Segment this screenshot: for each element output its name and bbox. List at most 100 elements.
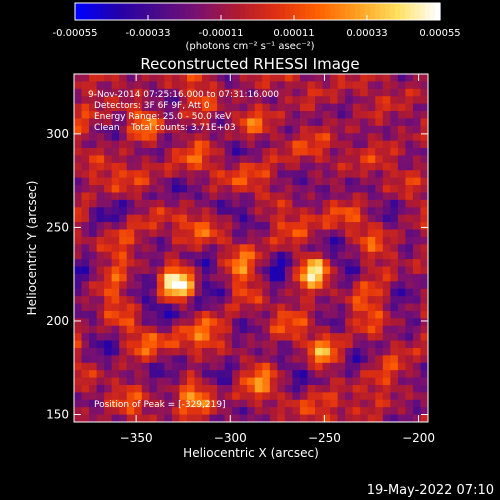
heatmap-cell (390, 266, 399, 275)
heatmap-cell (382, 377, 391, 386)
heatmap-cell (375, 185, 384, 193)
heatmap-cell (367, 362, 376, 371)
heatmap-cell (179, 192, 188, 201)
heatmap-cell (194, 222, 203, 230)
heatmap-cell (315, 407, 323, 415)
heatmap-cell (352, 133, 361, 142)
heatmap-cell (254, 236, 263, 245)
heatmap-cell (141, 251, 150, 260)
heatmap-cell (96, 318, 105, 327)
heatmap-cell (179, 103, 188, 112)
heatmap-cell (81, 384, 90, 393)
peak-position-label: Position of Peak = [-329,219] (94, 400, 226, 410)
heatmap-cell (232, 362, 241, 371)
heatmap-cell (104, 273, 113, 282)
heatmap-cell (322, 281, 331, 290)
heatmap-cell (254, 103, 263, 112)
heatmap-cell (277, 244, 286, 253)
heatmap-cell (420, 140, 429, 149)
heatmap-cell (232, 236, 241, 245)
heatmap-cell (330, 251, 339, 260)
heatmap-cell (126, 266, 135, 275)
heatmap-cell (345, 229, 354, 238)
colorbar-segment (185, 3, 191, 20)
heatmap-cell (254, 370, 263, 378)
heatmap-cell (405, 207, 414, 216)
heatmap-cell (420, 362, 429, 371)
heatmap-cell (337, 207, 346, 216)
heatmap-cell (352, 214, 361, 223)
heatmap-cell (277, 222, 286, 230)
heatmap-cell (156, 251, 165, 260)
heatmap-cell (382, 192, 391, 201)
heatmap-cell (269, 185, 278, 193)
annotation-time-range: 9-Nov-2014 07:25:16.000 to 07:31:16.000 (88, 90, 279, 100)
heatmap-cell (375, 288, 384, 297)
heatmap-cell (345, 399, 354, 408)
colorbar-segment (170, 3, 176, 20)
heatmap-cell (254, 251, 263, 260)
heatmap-cell (412, 74, 421, 82)
heatmap-cell (89, 370, 97, 378)
heatmap-cell (397, 177, 406, 186)
heatmap-cell (186, 303, 195, 312)
heatmap-cell (367, 392, 376, 401)
heatmap-cell (397, 192, 406, 201)
heatmap-cell (420, 392, 429, 401)
heatmap-cell (89, 125, 97, 134)
heatmap-cell (315, 333, 323, 341)
heatmap-cell (96, 392, 105, 401)
heatmap-cell (322, 407, 331, 415)
heatmap-cell (96, 74, 105, 82)
heatmap-cell (232, 74, 241, 82)
heatmap-cell (299, 96, 308, 105)
heatmap-cell (149, 370, 158, 378)
heatmap-cell (224, 118, 233, 127)
heatmap-cell (202, 303, 210, 312)
heatmap-cell (420, 355, 429, 364)
heatmap-cell (262, 236, 271, 245)
heatmap-cell (96, 303, 105, 312)
heatmap-cell (292, 273, 301, 282)
heatmap-cell (104, 384, 113, 393)
heatmap-cell (156, 347, 165, 356)
heatmap-cell (141, 303, 150, 312)
heatmap-cell (420, 303, 429, 312)
heatmap-cell (247, 259, 256, 267)
heatmap-cell (337, 185, 346, 193)
colorbar-segment (420, 3, 426, 20)
heatmap-cell (375, 303, 384, 312)
heatmap-cell (202, 170, 210, 179)
heatmap-cell (337, 259, 346, 267)
heatmap-cell (209, 96, 218, 105)
heatmap-cell (397, 207, 406, 216)
heatmap-cell (292, 288, 301, 297)
heatmap-cell (405, 214, 414, 223)
heatmap-cell (217, 407, 226, 415)
heatmap-cell (209, 222, 218, 230)
heatmap-cell (217, 133, 226, 142)
heatmap-cell (104, 214, 113, 223)
heatmap-cell (269, 377, 278, 386)
heatmap-cell (134, 370, 143, 378)
heatmap-cell (375, 74, 384, 82)
heatmap-cell (217, 384, 226, 393)
heatmap-cell (284, 199, 293, 208)
heatmap-cell (390, 414, 399, 423)
colorbar-segment (365, 3, 371, 20)
heatmap-cell (202, 177, 210, 186)
heatmap-cell (299, 392, 308, 401)
colorbar-segment (325, 3, 331, 20)
heatmap-cell (382, 318, 391, 327)
heatmap-cell (307, 125, 316, 134)
heatmap-cell (202, 118, 210, 127)
heatmap-cell (141, 266, 150, 275)
heatmap-cell (119, 303, 128, 312)
heatmap-cell (81, 414, 90, 423)
heatmap-cell (397, 170, 406, 179)
heatmap-cell (299, 177, 308, 186)
heatmap-cell (330, 170, 339, 179)
heatmap-cell (269, 384, 278, 393)
heatmap-cell (141, 88, 150, 97)
heatmap-cell (330, 259, 339, 267)
